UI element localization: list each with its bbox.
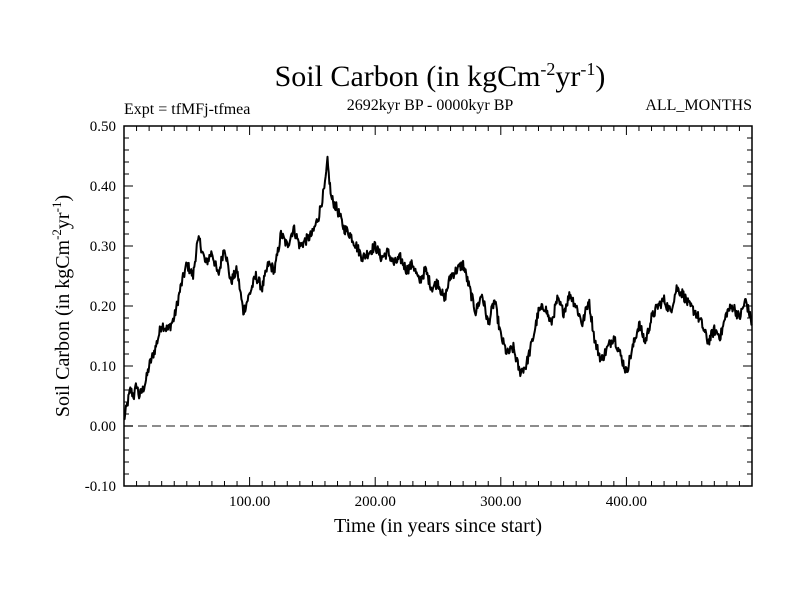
subtitle-right: ALL_MONTHS xyxy=(645,97,752,114)
series-group xyxy=(123,155,753,421)
plot-frame xyxy=(123,125,753,487)
y-tick-label: 0.50 xyxy=(90,119,116,135)
ticks-group xyxy=(124,125,752,487)
subtitle-left: Expt = tfMFj-tfmea xyxy=(124,101,250,118)
x-tick-label: 100.00 xyxy=(229,494,270,510)
y-tick-label: 0.40 xyxy=(90,179,116,195)
y-axis-label: Soil Carbon (in kgCm-2yr-1) xyxy=(49,195,74,417)
y-tick-label: 0.00 xyxy=(90,419,116,435)
x-tick-label: 400.00 xyxy=(606,494,647,510)
y-tick-label: 0.20 xyxy=(90,299,116,315)
tick-labels-group: 100.00 200.00 300.00 400.00 -0.10 0.00 0.10 0.2… xyxy=(85,119,647,510)
y-tick-label: 0.10 xyxy=(90,359,116,375)
x-tick-label: 300.00 xyxy=(480,494,521,510)
y-tick-label: 0.30 xyxy=(90,239,116,255)
series-line xyxy=(123,155,753,421)
x-axis-label: Time (in years since start) xyxy=(334,515,542,537)
x-tick-label: 200.00 xyxy=(355,494,396,510)
y-tick-label: -0.10 xyxy=(85,479,116,495)
subtitle-center: 2692kyr BP - 0000kyr BP xyxy=(347,97,514,114)
chart-title: Soil Carbon (in kgCm-2yr-1) xyxy=(275,59,606,93)
